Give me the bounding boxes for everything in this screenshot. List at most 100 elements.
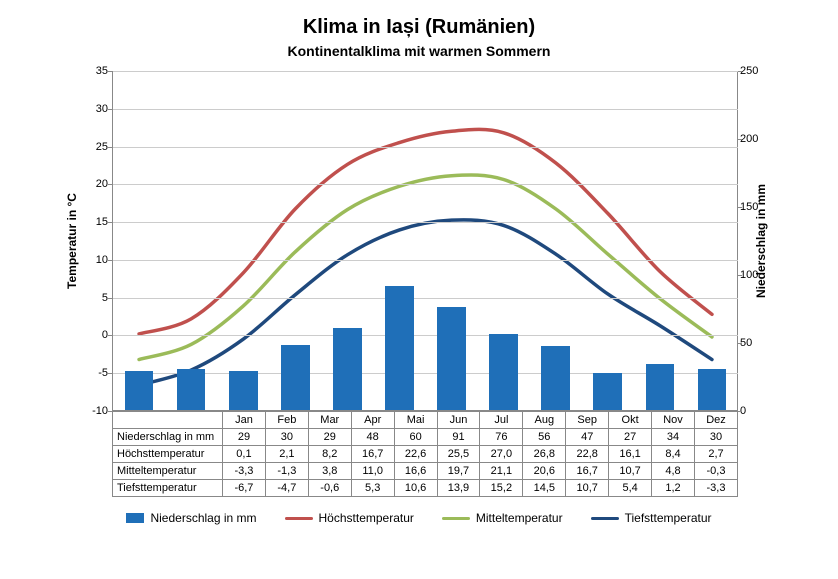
gridline bbox=[113, 260, 738, 261]
ytick-left: 10 bbox=[78, 254, 108, 266]
table-row: Niederschlag in mm2930294860917656472734… bbox=[113, 429, 738, 446]
month-header: Feb bbox=[265, 412, 308, 429]
plot-region bbox=[112, 71, 738, 411]
tick-mark-left bbox=[108, 411, 112, 412]
ytick-left: -10 bbox=[78, 405, 108, 417]
tick-mark-left bbox=[108, 222, 112, 223]
data-cell: 2,1 bbox=[265, 446, 308, 463]
legend-label: Höchsttemperatur bbox=[319, 511, 414, 525]
gridline bbox=[113, 222, 738, 223]
table-row: Tiefsttemperatur-6,7-4,7-0,65,310,613,91… bbox=[113, 480, 738, 497]
legend-item: Mitteltemperatur bbox=[442, 511, 563, 525]
ytick-left: 5 bbox=[78, 292, 108, 304]
ytick-left: 0 bbox=[78, 329, 108, 341]
month-header: Dez bbox=[694, 412, 737, 429]
chart-subtitle: Kontinentalklima mit warmen Sommern bbox=[20, 43, 818, 59]
ytick-left: 25 bbox=[78, 141, 108, 153]
ytick-right: 150 bbox=[740, 201, 768, 213]
data-cell: 2,7 bbox=[694, 446, 737, 463]
row-label: Höchsttemperatur bbox=[113, 446, 223, 463]
bar bbox=[229, 371, 258, 410]
tick-mark-left bbox=[108, 184, 112, 185]
tick-mark-left bbox=[108, 147, 112, 148]
row-label: Niederschlag in mm bbox=[113, 429, 223, 446]
ytick-left: -5 bbox=[78, 367, 108, 379]
gridline bbox=[113, 298, 738, 299]
gridline bbox=[113, 71, 738, 72]
legend-item: Niederschlag in mm bbox=[126, 511, 256, 525]
data-cell: 30 bbox=[265, 429, 308, 446]
legend-label: Niederschlag in mm bbox=[150, 511, 256, 525]
bar bbox=[177, 369, 206, 410]
gridline bbox=[113, 335, 738, 336]
month-header: Mai bbox=[394, 412, 437, 429]
tick-mark-left bbox=[108, 71, 112, 72]
data-cell: 3,8 bbox=[308, 463, 351, 480]
data-cell: 29 bbox=[308, 429, 351, 446]
data-cell: 10,7 bbox=[566, 480, 609, 497]
data-cell: 19,7 bbox=[437, 463, 480, 480]
chart-area: Temperatur in °C Niederschlag in mm -10-… bbox=[20, 71, 818, 411]
data-cell: 91 bbox=[437, 429, 480, 446]
month-header: Okt bbox=[609, 412, 652, 429]
ytick-right: 100 bbox=[740, 269, 768, 281]
table-row: Mitteltemperatur-3,3-1,33,811,016,619,72… bbox=[113, 463, 738, 480]
tick-mark-left bbox=[108, 260, 112, 261]
data-cell: -4,7 bbox=[265, 480, 308, 497]
data-table: JanFebMarAprMaiJunJulAugSepOktNovDezNied… bbox=[112, 411, 738, 497]
line-layer bbox=[113, 71, 738, 410]
data-cell: 22,6 bbox=[394, 446, 437, 463]
bar bbox=[333, 328, 362, 410]
legend-label: Mitteltemperatur bbox=[476, 511, 563, 525]
data-cell: 27,0 bbox=[480, 446, 523, 463]
data-cell: 34 bbox=[652, 429, 695, 446]
legend-label: Tiefsttemperatur bbox=[625, 511, 712, 525]
bar bbox=[437, 307, 466, 410]
data-cell: 0,1 bbox=[223, 446, 266, 463]
tick-mark-left bbox=[108, 298, 112, 299]
data-cell: 16,7 bbox=[566, 463, 609, 480]
bar bbox=[593, 373, 622, 410]
series-line-tiefst bbox=[139, 220, 712, 385]
legend-item: Tiefsttemperatur bbox=[591, 511, 712, 525]
data-cell: 5,4 bbox=[609, 480, 652, 497]
tick-mark-left bbox=[108, 109, 112, 110]
data-cell: 26,8 bbox=[523, 446, 566, 463]
data-cell: 15,2 bbox=[480, 480, 523, 497]
data-cell: -0,3 bbox=[694, 463, 737, 480]
legend: Niederschlag in mm Höchsttemperatur Mittel… bbox=[20, 511, 818, 525]
tick-mark-right bbox=[738, 207, 742, 208]
bar bbox=[489, 334, 518, 410]
data-cell: -3,3 bbox=[223, 463, 266, 480]
data-cell: 16,6 bbox=[394, 463, 437, 480]
gridline bbox=[113, 147, 738, 148]
y-axis-left-label: Temperatur in °C bbox=[65, 193, 79, 289]
table-corner-cell bbox=[113, 412, 223, 429]
data-cell: -1,3 bbox=[265, 463, 308, 480]
ytick-left: 35 bbox=[78, 65, 108, 77]
tick-mark-right bbox=[738, 411, 742, 412]
data-cell: 60 bbox=[394, 429, 437, 446]
tick-mark-right bbox=[738, 343, 742, 344]
data-cell: 76 bbox=[480, 429, 523, 446]
bar bbox=[698, 369, 727, 410]
data-cell: 21,1 bbox=[480, 463, 523, 480]
month-header: Jan bbox=[223, 412, 266, 429]
bar bbox=[541, 346, 570, 410]
legend-item: Höchsttemperatur bbox=[285, 511, 414, 525]
data-cell: 25,5 bbox=[437, 446, 480, 463]
table-row: Höchsttemperatur0,12,18,216,722,625,527,… bbox=[113, 446, 738, 463]
tick-mark-left bbox=[108, 373, 112, 374]
legend-swatch-line bbox=[442, 517, 470, 520]
legend-swatch-line bbox=[285, 517, 313, 520]
gridline bbox=[113, 109, 738, 110]
data-cell: 20,6 bbox=[523, 463, 566, 480]
data-cell: 14,5 bbox=[523, 480, 566, 497]
bar bbox=[385, 286, 414, 410]
chart-title: Klima in Iași (Rumänien) bbox=[20, 16, 818, 39]
month-header: Aug bbox=[523, 412, 566, 429]
month-header: Nov bbox=[652, 412, 695, 429]
bar bbox=[281, 345, 310, 410]
ytick-right: 200 bbox=[740, 133, 768, 145]
row-label: Mitteltemperatur bbox=[113, 463, 223, 480]
